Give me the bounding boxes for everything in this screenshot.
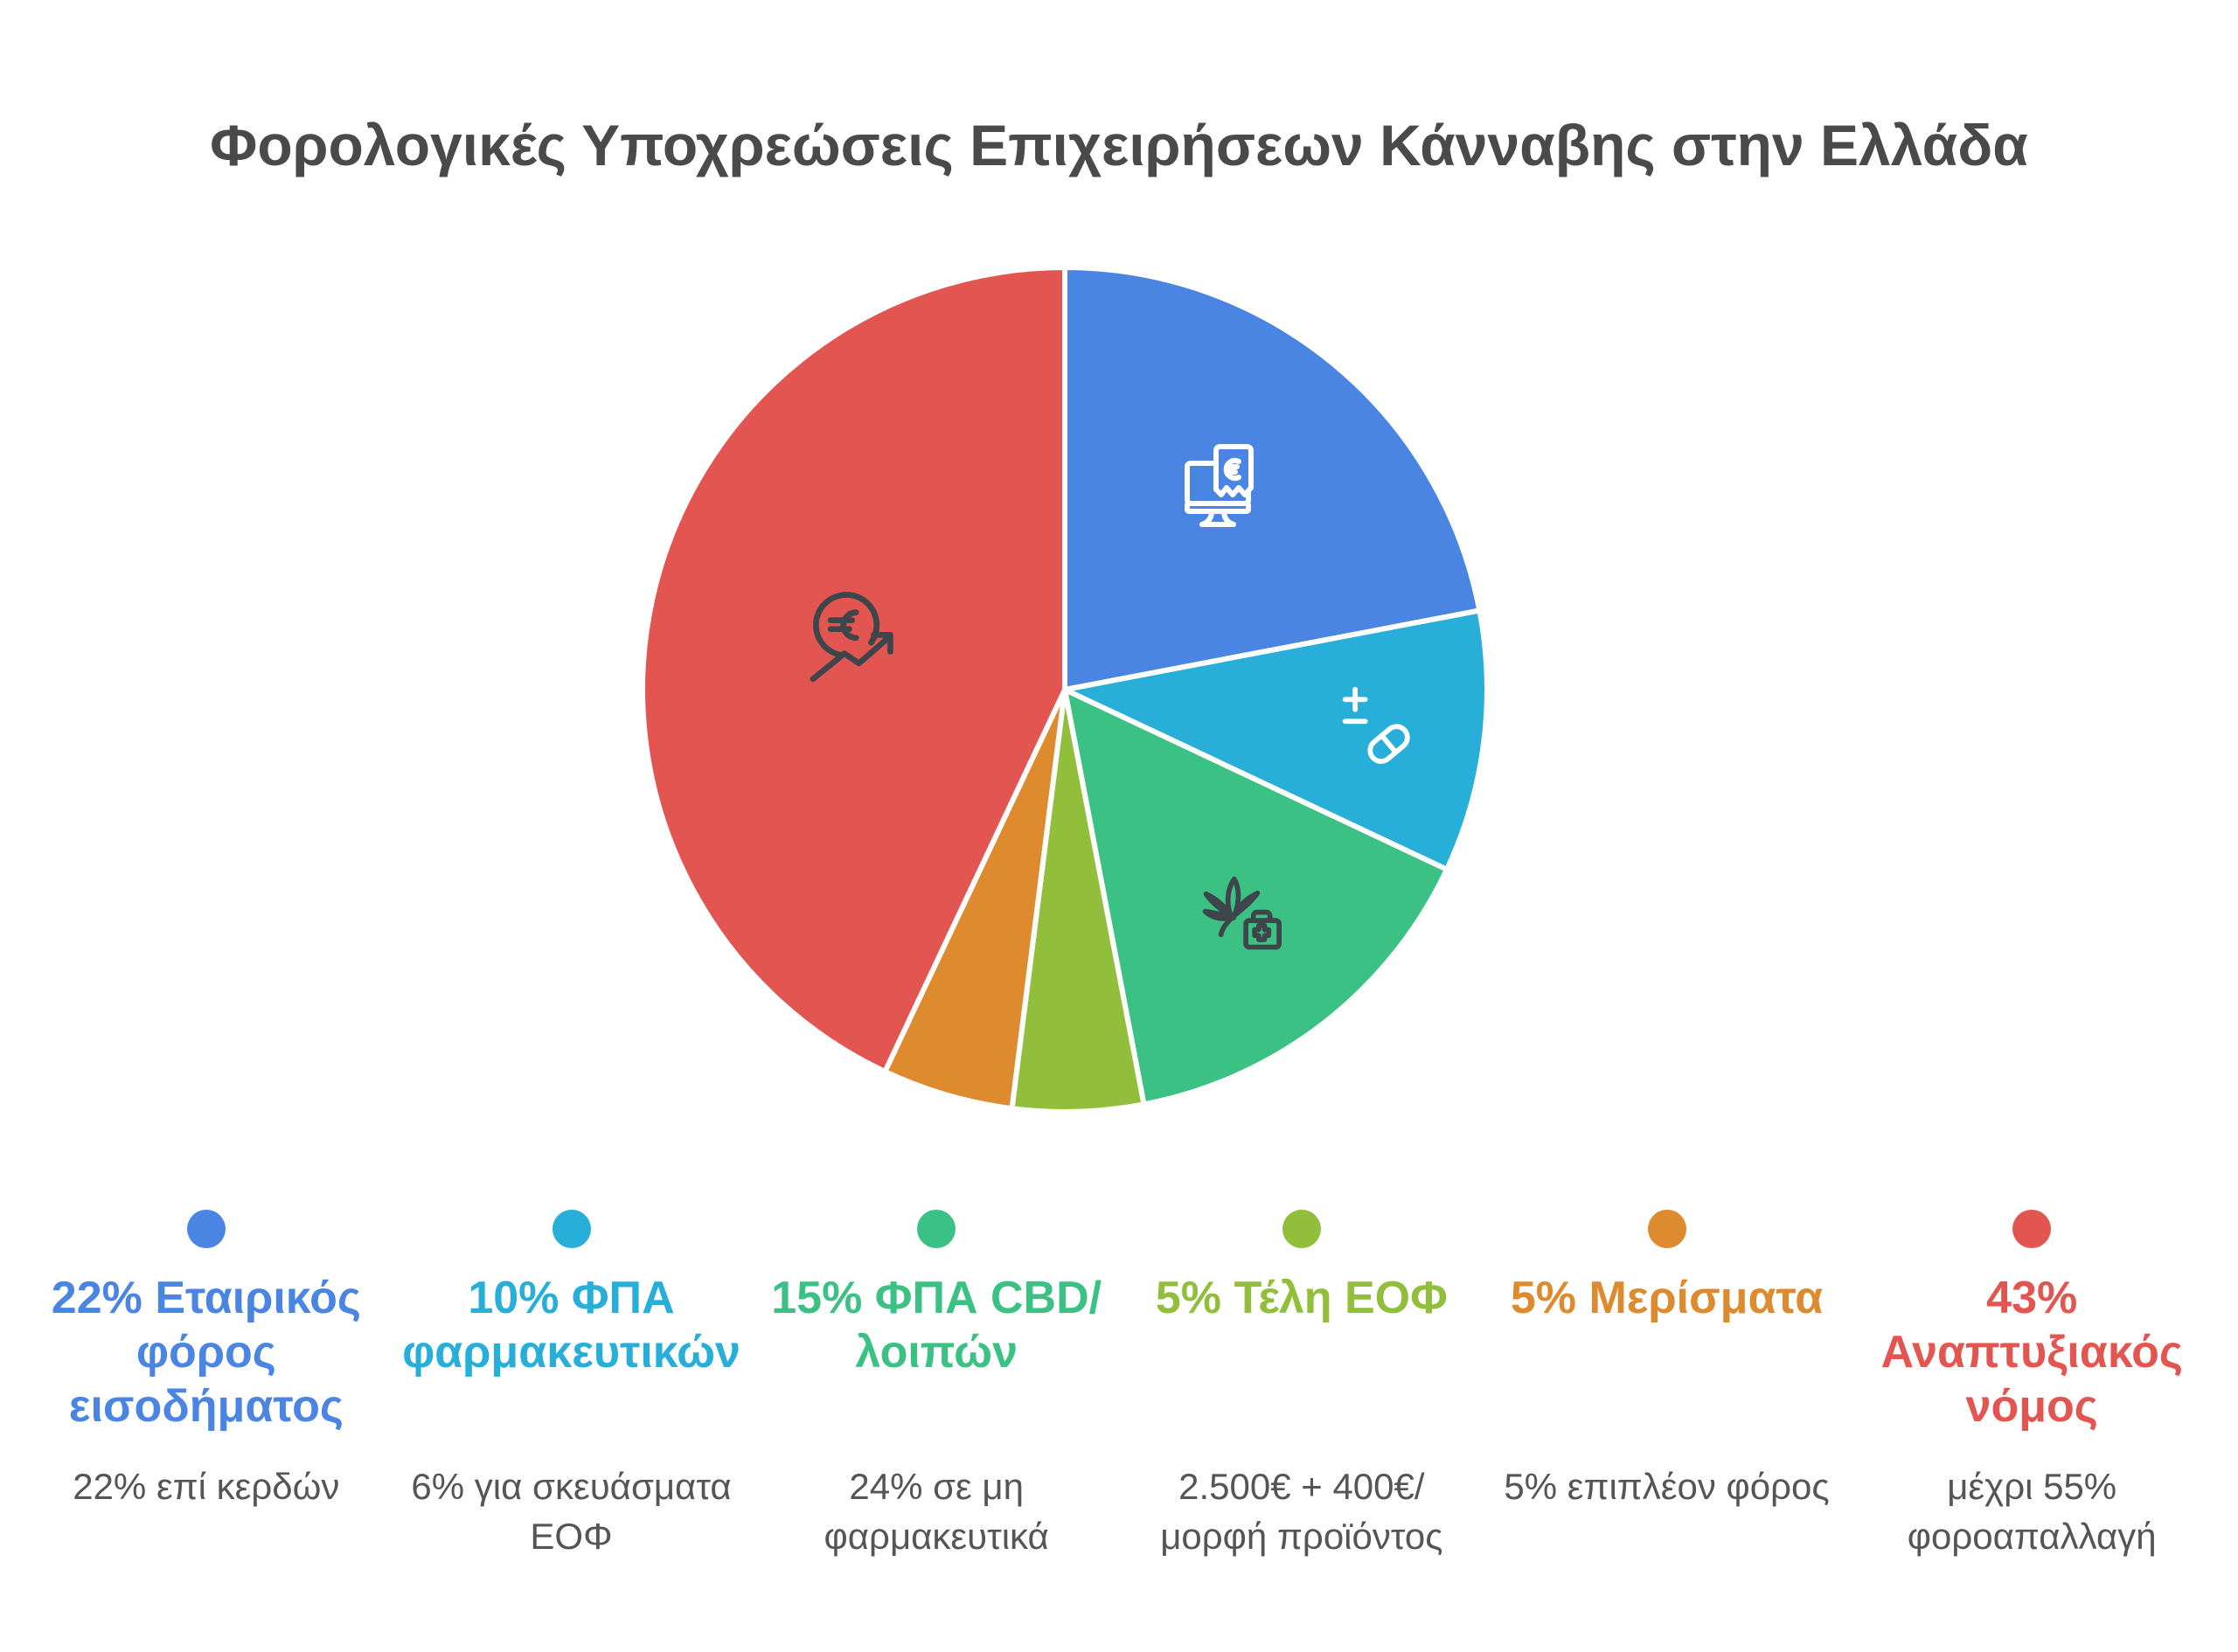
legend-label: 15% ΦΠΑ CBD/ λοιπών xyxy=(771,1273,1102,1378)
euro-growth-icon xyxy=(805,591,903,689)
pie-slice-0 xyxy=(1062,265,1483,692)
cannabis-medical-icon xyxy=(1199,873,1282,956)
pill-dosage-icon xyxy=(1338,683,1421,768)
monitor-invoice-icon xyxy=(1183,442,1270,530)
legend-item: 5% Τέλη ΕΟΦ 2.500€ + 400€/ μορφή προϊόντ… xyxy=(1119,1210,1484,1561)
legend-item: 5% Μερίσματα 5% επιπλέον φόρος xyxy=(1484,1210,1850,1511)
legend: 22% Εταιρικός φόρος εισοδήματος 22% επί … xyxy=(0,1210,2238,1561)
legend-item: 22% Εταιρικός φόρος εισοδήματος 22% επί … xyxy=(24,1210,389,1511)
legend-item: 15% ΦΠΑ CBD/ λοιπών 24% σε μη φαρμακευτι… xyxy=(754,1210,1119,1561)
legend-label: 5% Μερίσματα xyxy=(1510,1273,1824,1323)
legend-description: 2.500€ + 400€/ μορφή προϊόντος xyxy=(1160,1466,1443,1557)
legend-label: 10% ΦΠΑ φαρμακευτικών xyxy=(402,1273,740,1378)
legend-item: 43% Αναπτυξιακός νόμος μέχρι 55% φοροαπα… xyxy=(1849,1210,2214,1561)
pie-slice-5 xyxy=(640,265,1067,1074)
legend-label: 43% Αναπτυξιακός νόμος xyxy=(1880,1273,2183,1432)
legend-description: 24% σε μη φαρμακευτικά xyxy=(824,1466,1049,1557)
legend-dot xyxy=(917,1210,956,1248)
legend-dot xyxy=(552,1210,591,1248)
legend-description: 22% επί κερδών xyxy=(73,1466,340,1507)
legend-item: 10% ΦΠΑ φαρμακευτικών 6% για σκευάσματα … xyxy=(389,1210,754,1561)
legend-description: 6% για σκευάσματα ΕΟΦ xyxy=(411,1466,732,1557)
legend-dot xyxy=(1282,1210,1321,1248)
legend-dot xyxy=(1647,1210,1686,1248)
legend-label: 5% Τέλη ΕΟΦ xyxy=(1155,1273,1448,1323)
legend-description: 5% επιπλέον φόρος xyxy=(1504,1466,1830,1507)
chart-title: Φορολογικές Υποχρεώσεις Επιχειρήσεων Κάν… xyxy=(210,113,2028,177)
legend-dot xyxy=(2012,1210,2052,1248)
pie-chart xyxy=(640,265,1490,1114)
legend-dot xyxy=(186,1210,226,1248)
pie-chart-area xyxy=(628,253,1502,1127)
legend-label: 22% Εταιρικός φόρος εισοδήματος xyxy=(51,1273,361,1432)
pie-slice-1 xyxy=(1062,607,1490,872)
legend-description: μέχρι 55% φοροαπαλλαγή xyxy=(1907,1466,2157,1557)
